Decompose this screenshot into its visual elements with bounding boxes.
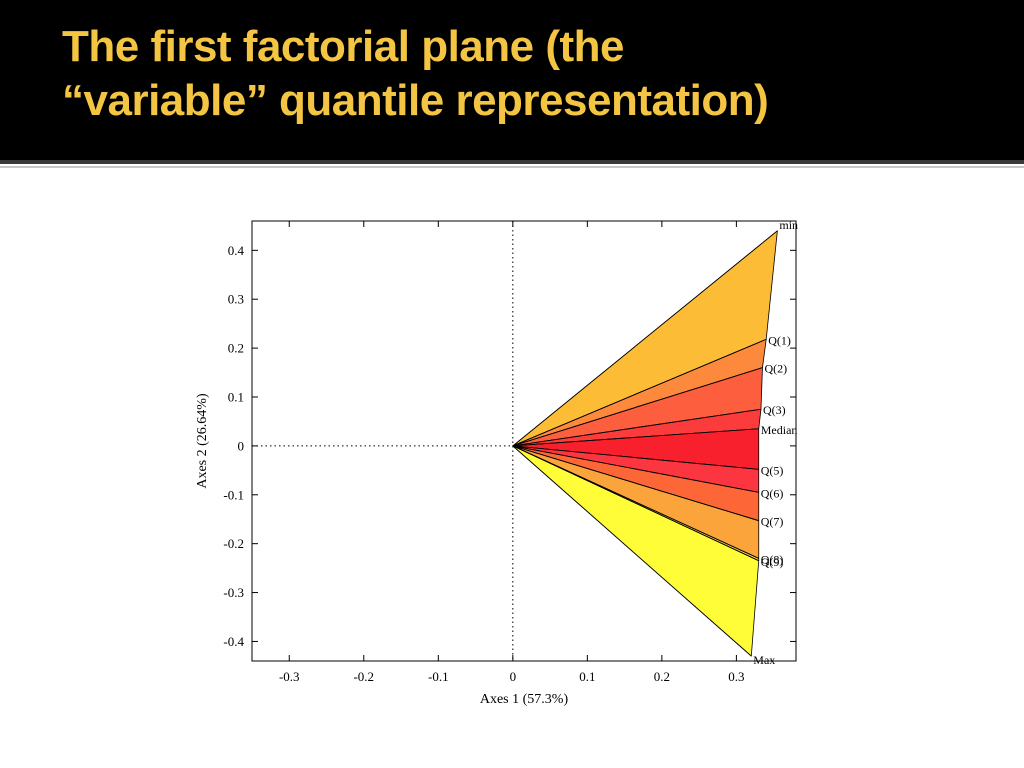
title-divider-dark xyxy=(0,160,1024,164)
y-tick-label: -0.1 xyxy=(223,487,244,502)
y-axis-ticks: -0.4 -0.3 -0.2 -0.1 0 0.1 0.2 0.3 0.4 xyxy=(223,243,796,649)
quantile-label: Q(1) xyxy=(768,333,791,347)
slide-title-line-2: “variable” quantile representation) xyxy=(62,76,769,125)
quantile-label: Max xyxy=(753,653,775,667)
quantile-spoke xyxy=(512,445,752,657)
quantile-labels: min Q(1) Q(2) Q(3) Median Q(5) Q(6) Q(7) Q(8)Q(9… xyxy=(753,218,798,667)
x-tick-label: 0.2 xyxy=(654,669,670,684)
quantile-spoke xyxy=(512,367,763,447)
y-tick-label: 0.2 xyxy=(228,341,244,356)
quantile-spoke xyxy=(512,445,759,493)
plot-frame xyxy=(251,220,797,662)
quantile-spokes xyxy=(512,230,778,657)
y-tick-label: -0.3 xyxy=(223,585,244,600)
title-bar: The first factorial plane (the “variable… xyxy=(0,0,1024,160)
quantile-spoke xyxy=(512,428,759,447)
y-axis-label: Axes 2 (26.64%) xyxy=(195,393,210,489)
quantile-label: Median xyxy=(761,423,798,437)
reference-lines xyxy=(252,221,514,661)
x-axis-ticks: -0.3 -0.2 -0.1 0 0.1 0.2 0.3 xyxy=(279,221,745,684)
y-tick-label: 0.4 xyxy=(228,243,245,258)
quantile-spoke xyxy=(512,445,759,470)
quantile-spoke xyxy=(512,408,762,447)
quantile-spoke xyxy=(512,338,767,447)
y-tick-label: 0 xyxy=(238,438,245,453)
y-tick-label: -0.4 xyxy=(223,634,244,649)
quantile-label: min xyxy=(779,218,798,232)
y-tick-label: 0.1 xyxy=(228,390,244,405)
quantile-spoke xyxy=(512,230,778,447)
quantile-label: Q(9) xyxy=(761,555,784,569)
quantile-label: Q(5) xyxy=(761,463,784,477)
x-tick-label: -0.1 xyxy=(428,669,449,684)
x-tick-label: 0 xyxy=(510,669,517,684)
slide-title-line-1: The first factorial plane (the xyxy=(62,22,624,71)
quantile-spoke xyxy=(512,445,759,562)
quantile-label: Q(3) xyxy=(763,403,786,417)
x-tick-label: -0.2 xyxy=(353,669,374,684)
x-tick-label: -0.3 xyxy=(279,669,300,684)
x-tick-label: 0.3 xyxy=(728,669,744,684)
x-axis-label: Axes 1 (57.3%) xyxy=(480,692,569,707)
x-tick-label: 0.1 xyxy=(579,669,595,684)
title-divider-light xyxy=(0,166,1024,168)
y-tick-label: 0.3 xyxy=(228,292,244,307)
quantile-label: Q(2) xyxy=(764,362,787,376)
quantile-spoke xyxy=(512,445,759,522)
quantile-label: Q(6) xyxy=(761,486,784,500)
y-tick-label: -0.2 xyxy=(223,536,244,551)
slide-title: The first factorial plane (the “variable… xyxy=(62,20,992,128)
quantile-label: Q(8) xyxy=(761,552,784,566)
quantile-label: Q(7) xyxy=(761,515,784,529)
